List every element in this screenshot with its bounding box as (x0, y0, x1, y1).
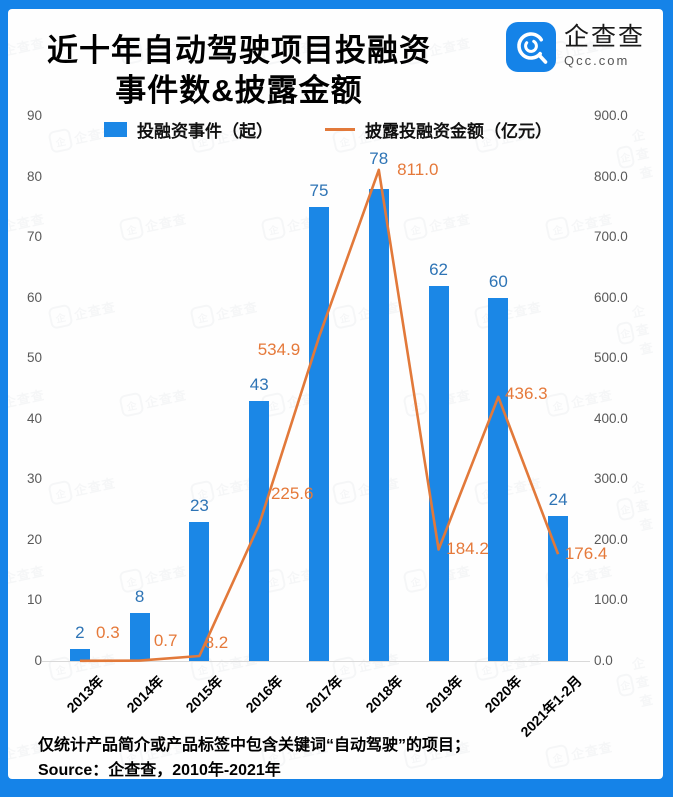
legend-label-bars: 投融资事件（起） (137, 122, 273, 141)
x-axis-line (42, 661, 590, 662)
line-value-label: 534.9 (257, 340, 301, 360)
bar-series-swatch (104, 122, 127, 137)
line-value-label: 811.0 (397, 159, 439, 179)
y-axis-tick-left: 20 (26, 531, 42, 547)
y-axis-tick-right: 800.0 (594, 168, 628, 184)
y-axis-tick-right: 900.0 (594, 108, 628, 123)
line-value-label: 436.3 (505, 383, 548, 403)
footer-note: 仅统计产品简介或产品标签中包含关键词“自动驾驶”的项目； (38, 737, 471, 754)
y-axis-tick-right: 0.0 (594, 653, 613, 668)
y-axis-tick-left: 10 (26, 592, 42, 608)
qcc-logo-icon (505, 22, 556, 77)
footer-source: Source：企查查，2010年-2021年 (38, 762, 281, 779)
bar-value-label: 43 (249, 374, 269, 394)
y-axis-tick-right: 700.0 (594, 229, 628, 245)
y-axis-tick-left: 0 (34, 653, 42, 668)
y-axis-tick-left: 70 (26, 229, 42, 245)
y-axis-tick-left: 30 (26, 471, 42, 487)
y-axis-tick-right: 500.0 (594, 350, 628, 366)
page-title: 近十年自动驾驶项目投融资 事件数&披露金额 (8, 31, 470, 111)
chart-area: 90 80 70 60 50 40 30 20 10 0 900.0 800.0 700.0 600.0 5… (8, 9, 663, 779)
bar-value-label: 8 (134, 586, 145, 606)
y-axis-tick-right: 100.0 (594, 592, 628, 608)
bar-2018年 (368, 188, 389, 661)
y-axis-tick-left: 60 (26, 289, 42, 305)
y-axis-tick-right: 200.0 (594, 531, 628, 547)
bar-2021年1-2月 (548, 515, 569, 661)
legend-item-bars: 投融资事件（起） (104, 117, 273, 142)
chart-legend: 投融资事件（起） 披露投融资金额（亿元） (8, 117, 648, 142)
bar-2019年 (428, 285, 449, 661)
qcc-logo: 企查查 Qcc.com (505, 22, 645, 77)
qcc-brand-name: 企查查 (563, 23, 645, 51)
line-value-label: 176.4 (564, 544, 608, 564)
bar-value-label: 2 (75, 622, 85, 642)
line-value-label: 184.2 (446, 539, 489, 559)
line-series-swatch (325, 128, 355, 131)
bar-2013年 (69, 648, 90, 661)
bar-value-label: 24 (548, 489, 568, 509)
title-line-1: 近十年自动驾驶项目投融资 (47, 33, 431, 68)
bar-2020年 (488, 297, 509, 661)
bar-value-label: 62 (429, 259, 448, 279)
line-value-label: 225.6 (270, 484, 314, 504)
line-value-label: 0.3 (96, 622, 120, 642)
legend-label-line: 披露投融资金额（亿元） (365, 122, 552, 141)
y-axis-tick-right: 400.0 (594, 410, 628, 426)
y-axis-tick-left: 50 (26, 350, 42, 366)
line-value-label: 8.2 (204, 633, 229, 653)
y-axis-tick-right: 600.0 (594, 289, 628, 305)
bar-value-label: 23 (189, 495, 209, 515)
bar-2017年 (309, 206, 329, 661)
bar-value-label: 60 (488, 271, 508, 291)
qcc-logo-text: 企查查 Qcc.com (564, 22, 645, 70)
bar-value-label: 75 (309, 180, 329, 200)
y-axis-tick-left: 90 (26, 108, 42, 123)
title-line-2: 事件数&披露金额 (115, 73, 363, 108)
y-axis-tick-left: 80 (26, 168, 42, 184)
bar-2016年 (249, 400, 270, 661)
line-value-label: 0.7 (153, 630, 178, 650)
bar-value-label: 78 (369, 148, 389, 168)
qcc-domain: Qcc.com (563, 53, 630, 68)
legend-item-line: 披露投融资金额（亿元） (325, 117, 552, 142)
footer: 仅统计产品简介或产品标签中包含关键词“自动驾驶”的项目； Source：企查查，… (38, 733, 470, 779)
y-axis-tick-right: 300.0 (594, 471, 628, 487)
chart-panel: 企企查查企企查查企企查查企企查查企企查查企企查查企企查查企企查查企企查查企企查查… (8, 9, 663, 779)
y-axis-tick-left: 40 (26, 410, 42, 426)
